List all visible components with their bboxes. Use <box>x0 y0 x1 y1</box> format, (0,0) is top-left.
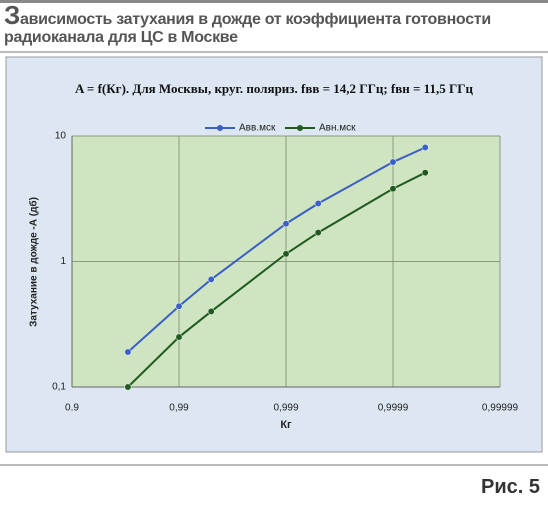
x-tick-label: 0,99999 <box>482 403 519 414</box>
data-point <box>421 169 429 177</box>
header-title: Зависимость затухания в дожде от коэффиц… <box>4 0 491 46</box>
y-axis-label: Затухание в дожде -А (дб) <box>28 197 40 327</box>
data-point <box>124 383 132 391</box>
legend-label: Авн.мск <box>319 123 356 134</box>
x-axis-label: Кг <box>280 419 292 431</box>
data-point <box>421 144 429 151</box>
chart-title: A = f(Кг). Для Москвы, круг. поляриз. fв… <box>75 81 473 96</box>
data-point <box>207 307 215 315</box>
y-tick-label: 10 <box>55 131 67 142</box>
x-tick-label: 0.9 <box>65 403 79 414</box>
data-point <box>314 200 322 207</box>
y-tick-label: 0,1 <box>52 382 66 393</box>
legend-marker <box>217 125 223 131</box>
x-tick-label: 0,99 <box>169 403 189 414</box>
data-point <box>282 250 290 258</box>
legend-marker <box>297 125 303 131</box>
data-point <box>389 158 397 166</box>
figure-caption: Рис. 5 <box>481 476 540 498</box>
y-tick-label: 1 <box>60 256 66 267</box>
data-point <box>282 220 290 228</box>
legend-label: Авв.мск <box>239 123 276 134</box>
x-tick-label: 0,9999 <box>378 403 409 414</box>
data-point <box>124 348 132 356</box>
data-point <box>314 229 322 237</box>
data-point <box>175 302 183 310</box>
x-tick-label: 0,999 <box>273 403 298 414</box>
data-point <box>389 185 397 193</box>
data-point <box>175 333 183 341</box>
data-point <box>207 275 215 283</box>
top-bar <box>0 0 548 3</box>
